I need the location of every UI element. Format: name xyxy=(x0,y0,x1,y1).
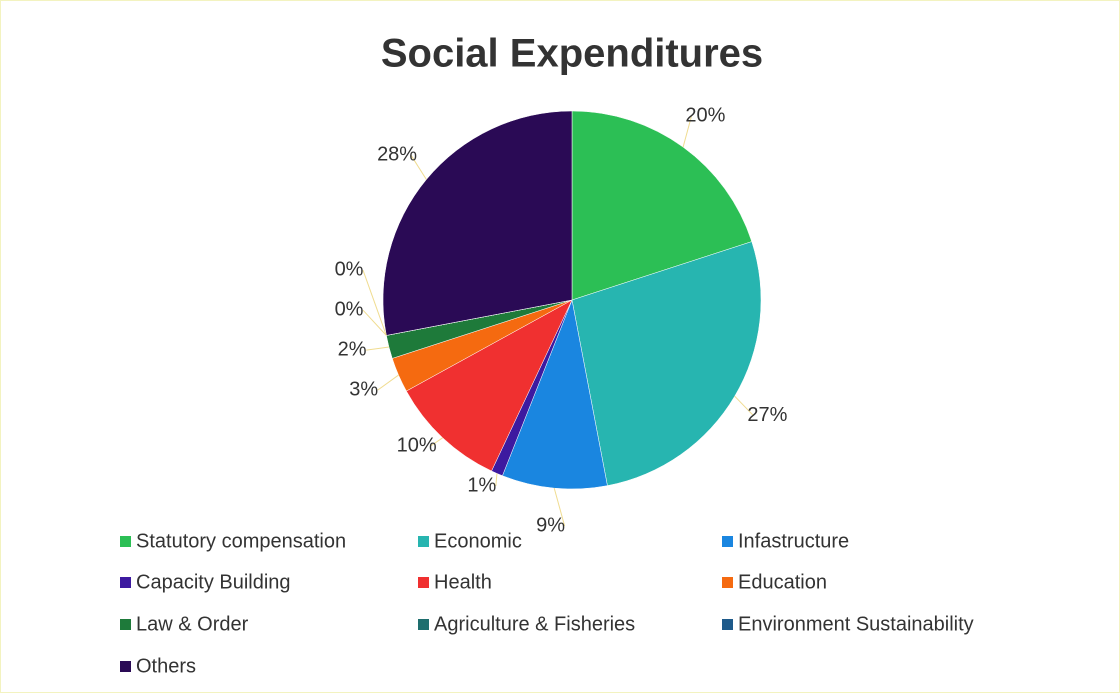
legend-swatch xyxy=(418,619,429,630)
data-label: 3% xyxy=(349,378,378,400)
leader-line xyxy=(362,269,387,336)
leader-line xyxy=(495,473,498,487)
legend-label: Statutory compensation xyxy=(136,530,346,552)
leader-line xyxy=(366,346,390,351)
pie-slice xyxy=(571,110,753,301)
pie-slice xyxy=(502,299,608,490)
data-label: 28% xyxy=(377,144,417,166)
legend-swatch xyxy=(120,661,131,672)
pie-slice xyxy=(571,241,762,486)
pie-slice xyxy=(382,110,573,336)
leader-line xyxy=(410,155,427,180)
legend-swatch xyxy=(722,536,733,547)
pie-slice xyxy=(406,299,573,472)
leader-line xyxy=(553,488,566,527)
legend-label: Infastructure xyxy=(738,530,849,552)
legend-swatch xyxy=(722,619,733,630)
legend-label: Environment Sustainability xyxy=(738,613,974,635)
legend-swatch xyxy=(120,619,131,630)
leader-line xyxy=(682,116,692,148)
legend-label: Law & Order xyxy=(136,613,249,635)
data-label: 1% xyxy=(467,474,496,496)
legend-swatch xyxy=(418,577,429,588)
data-label: 2% xyxy=(338,338,367,360)
legend-label: Agriculture & Fisheries xyxy=(434,613,635,635)
legend-swatch xyxy=(120,536,131,547)
data-label: 9% xyxy=(536,514,565,536)
legend-label: Others xyxy=(136,655,196,677)
leader-line xyxy=(362,309,387,336)
leader-line xyxy=(377,374,399,391)
legend-swatch xyxy=(120,577,131,588)
chart-title: Social Expenditures xyxy=(381,32,763,76)
leader-line xyxy=(734,395,754,416)
data-label: 27% xyxy=(747,404,787,426)
legend-label: Health xyxy=(434,571,492,593)
data-label: 0% xyxy=(335,258,364,280)
legend-swatch xyxy=(418,536,429,547)
leader-line xyxy=(430,437,443,447)
legend-swatch xyxy=(722,577,733,588)
data-label: 20% xyxy=(685,105,725,127)
data-label: 0% xyxy=(335,298,364,320)
data-label: 10% xyxy=(397,434,437,456)
legend-label: Capacity Building xyxy=(136,571,291,593)
legend-label: Economic xyxy=(434,530,522,552)
legend-label: Education xyxy=(738,571,827,593)
